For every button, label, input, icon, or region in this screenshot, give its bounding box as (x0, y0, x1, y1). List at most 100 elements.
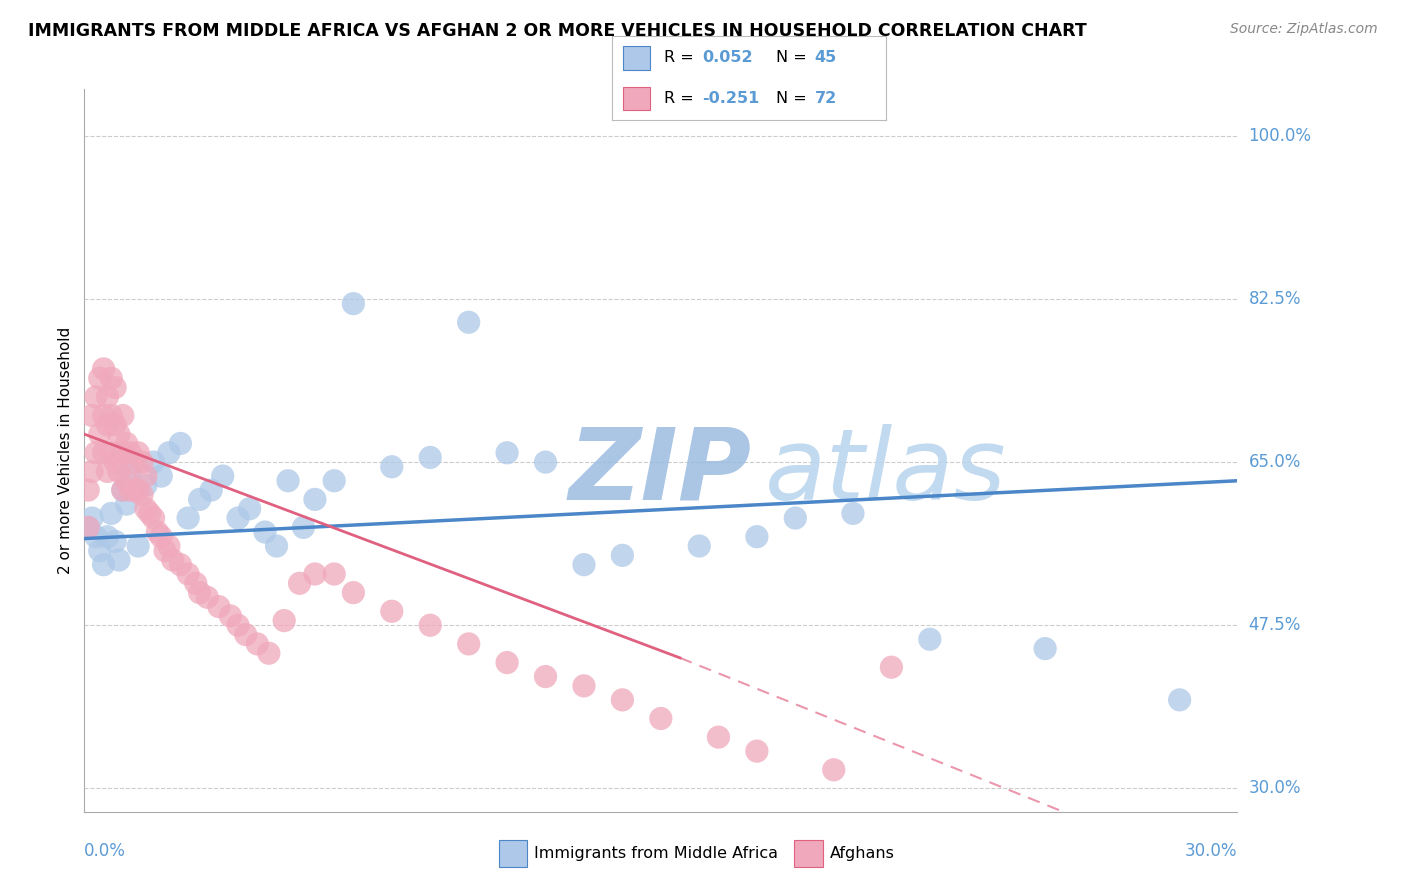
Point (162, 553, 184, 567)
Point (135, 501, 157, 516)
Point (84, 446, 107, 460)
Point (93, 446, 115, 460)
Point (842, 507, 865, 521)
Point (612, 693, 634, 707)
Point (124, 455, 146, 469)
Text: N =: N = (776, 50, 807, 65)
Point (127, 483, 149, 497)
Point (534, 455, 557, 469)
Point (135, 469, 157, 483)
Point (381, 604, 404, 618)
Text: 45: 45 (814, 50, 837, 65)
Point (304, 566, 326, 581)
Point (266, 539, 288, 553)
Point (1168, 693, 1191, 707)
Point (200, 483, 222, 497)
Point (135, 478, 157, 492)
Point (235, 627, 257, 641)
Point (111, 483, 134, 497)
Point (918, 632, 941, 647)
Text: 100.0%: 100.0% (1249, 127, 1312, 145)
Text: 0.0%: 0.0% (84, 842, 127, 860)
Text: 30.0%: 30.0% (1249, 780, 1301, 797)
Point (239, 501, 262, 516)
Point (142, 455, 165, 469)
Point (226, 618, 249, 632)
Y-axis label: 2 or more Vehicles in Household: 2 or more Vehicles in Household (58, 326, 73, 574)
Point (111, 409, 134, 423)
Point (131, 455, 153, 469)
Point (100, 446, 122, 460)
Point (157, 539, 180, 553)
Text: R =: R = (664, 50, 693, 65)
Point (124, 483, 146, 497)
Text: IMMIGRANTS FROM MIDDLE AFRICA VS AFGHAN 2 OR MORE VEHICLES IN HOUSEHOLD CORRELAT: IMMIGRANTS FROM MIDDLE AFRICA VS AFGHAN … (28, 22, 1087, 40)
Point (104, 455, 127, 469)
Point (496, 656, 519, 670)
Point (1033, 641, 1056, 656)
Point (823, 763, 845, 777)
Point (100, 409, 122, 423)
Point (246, 637, 269, 651)
Point (457, 637, 479, 651)
Point (146, 524, 169, 539)
Point (650, 711, 672, 725)
Point (292, 520, 315, 534)
Point (342, 585, 364, 599)
Text: 0.052: 0.052 (702, 50, 752, 65)
Point (277, 474, 299, 488)
Point (707, 730, 730, 744)
Point (195, 591, 218, 605)
Point (157, 446, 180, 460)
Point (80, 465, 103, 479)
Point (89, 427, 111, 442)
Point (108, 465, 131, 479)
Point (111, 446, 134, 460)
Text: Source: ZipAtlas.com: Source: ZipAtlas.com (1230, 22, 1378, 37)
Point (120, 483, 142, 497)
Bar (623, 87, 650, 111)
Point (188, 585, 211, 599)
Text: Afghans: Afghans (830, 847, 894, 861)
Point (150, 469, 173, 483)
Point (89, 371, 111, 385)
Point (323, 474, 346, 488)
Point (138, 507, 160, 521)
Point (534, 669, 557, 683)
Point (115, 474, 138, 488)
Point (208, 599, 231, 614)
Point (108, 553, 131, 567)
Point (77, 483, 100, 497)
Point (153, 543, 176, 558)
Text: 72: 72 (814, 91, 837, 106)
Point (211, 469, 233, 483)
Point (496, 446, 519, 460)
Point (104, 417, 127, 432)
Point (612, 549, 634, 563)
Text: 30.0%: 30.0% (1185, 842, 1237, 860)
Point (127, 446, 149, 460)
Point (77, 520, 100, 534)
Point (169, 558, 191, 572)
Point (572, 558, 595, 572)
Point (184, 576, 207, 591)
Point (96, 465, 118, 479)
Text: 47.5%: 47.5% (1249, 616, 1301, 634)
Text: N =: N = (776, 91, 807, 106)
Point (89, 543, 111, 558)
Point (96, 530, 118, 544)
Point (169, 436, 191, 450)
Point (177, 566, 200, 581)
Point (688, 539, 710, 553)
Point (219, 609, 242, 624)
Point (115, 497, 138, 511)
Point (84, 390, 107, 404)
Point (419, 450, 441, 465)
Point (572, 679, 595, 693)
Text: 65.0%: 65.0% (1249, 453, 1301, 471)
Point (880, 660, 903, 674)
Point (323, 566, 346, 581)
Point (108, 427, 131, 442)
Text: -0.251: -0.251 (702, 91, 759, 106)
Point (177, 511, 200, 525)
